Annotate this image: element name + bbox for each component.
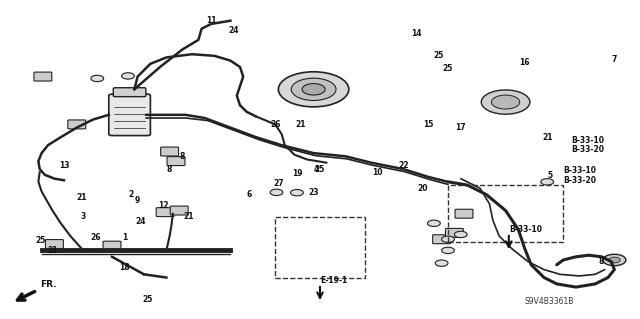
- Text: 5: 5: [548, 171, 553, 180]
- Text: 21: 21: [296, 120, 306, 129]
- Text: 16: 16: [520, 58, 530, 67]
- Text: 23: 23: [308, 189, 319, 197]
- FancyBboxPatch shape: [167, 157, 185, 166]
- FancyBboxPatch shape: [445, 228, 463, 237]
- Circle shape: [428, 220, 440, 226]
- Circle shape: [270, 189, 283, 196]
- Text: B-33-20: B-33-20: [563, 176, 596, 185]
- Circle shape: [442, 236, 454, 242]
- Text: 25: 25: [433, 51, 444, 60]
- Bar: [448, 185, 563, 242]
- FancyBboxPatch shape: [161, 147, 179, 156]
- Text: B-33-10: B-33-10: [572, 136, 605, 145]
- Text: 25: 25: [443, 64, 453, 73]
- Circle shape: [278, 72, 349, 107]
- Circle shape: [603, 254, 626, 266]
- Text: 8: 8: [167, 165, 172, 174]
- Text: 6: 6: [247, 190, 252, 199]
- Circle shape: [481, 90, 530, 114]
- Text: 12: 12: [158, 201, 168, 210]
- Text: 10: 10: [372, 168, 383, 177]
- Text: 19: 19: [292, 169, 303, 178]
- FancyBboxPatch shape: [45, 240, 63, 249]
- Text: 1: 1: [122, 233, 127, 242]
- Text: 26: 26: [270, 120, 280, 129]
- Circle shape: [442, 247, 454, 254]
- Text: 17: 17: [456, 123, 466, 132]
- Text: E-19-1: E-19-1: [320, 276, 348, 285]
- Text: 18: 18: [120, 263, 130, 272]
- Text: 21: 21: [184, 212, 194, 221]
- Text: B-33-20: B-33-20: [572, 145, 605, 154]
- Text: 21: 21: [542, 133, 552, 142]
- Text: 13: 13: [59, 161, 69, 170]
- Circle shape: [541, 179, 554, 185]
- Text: 22: 22: [398, 161, 408, 170]
- Text: 7: 7: [612, 55, 617, 63]
- Text: 11: 11: [206, 16, 216, 25]
- Circle shape: [122, 73, 134, 79]
- Text: 25: 25: [35, 236, 45, 245]
- Text: FR.: FR.: [40, 280, 57, 289]
- Text: B-33-10: B-33-10: [563, 166, 596, 175]
- Circle shape: [435, 260, 448, 266]
- Text: 8: 8: [180, 152, 185, 161]
- FancyBboxPatch shape: [156, 208, 174, 217]
- Text: 14: 14: [411, 29, 421, 38]
- Circle shape: [291, 189, 303, 196]
- Text: 15: 15: [424, 120, 434, 129]
- FancyBboxPatch shape: [34, 72, 52, 81]
- Text: 2: 2: [129, 190, 134, 199]
- Text: B-33-10: B-33-10: [509, 225, 542, 234]
- FancyBboxPatch shape: [113, 88, 146, 97]
- Text: 21: 21: [48, 246, 58, 255]
- Circle shape: [609, 257, 620, 263]
- Text: 25: 25: [142, 295, 152, 304]
- Text: S9V4B3361B: S9V4B3361B: [525, 297, 574, 306]
- Text: 8: 8: [599, 257, 604, 266]
- Text: 27: 27: [273, 179, 284, 188]
- Text: 20: 20: [417, 184, 428, 193]
- FancyBboxPatch shape: [170, 206, 188, 215]
- Text: 25: 25: [315, 165, 325, 174]
- Bar: [275, 217, 365, 278]
- FancyBboxPatch shape: [109, 94, 150, 136]
- Text: 26: 26: [91, 233, 101, 242]
- FancyBboxPatch shape: [68, 120, 86, 129]
- Circle shape: [302, 84, 325, 95]
- Text: 3: 3: [81, 212, 86, 221]
- Text: 9: 9: [135, 197, 140, 205]
- Circle shape: [492, 95, 520, 109]
- Text: 4: 4: [314, 165, 319, 174]
- Circle shape: [291, 78, 336, 100]
- FancyBboxPatch shape: [433, 235, 451, 244]
- FancyBboxPatch shape: [455, 209, 473, 218]
- Text: 24: 24: [228, 26, 239, 35]
- Text: 21: 21: [77, 193, 87, 202]
- Circle shape: [454, 231, 467, 238]
- FancyBboxPatch shape: [103, 241, 121, 250]
- Circle shape: [91, 75, 104, 82]
- Text: 24: 24: [136, 217, 146, 226]
